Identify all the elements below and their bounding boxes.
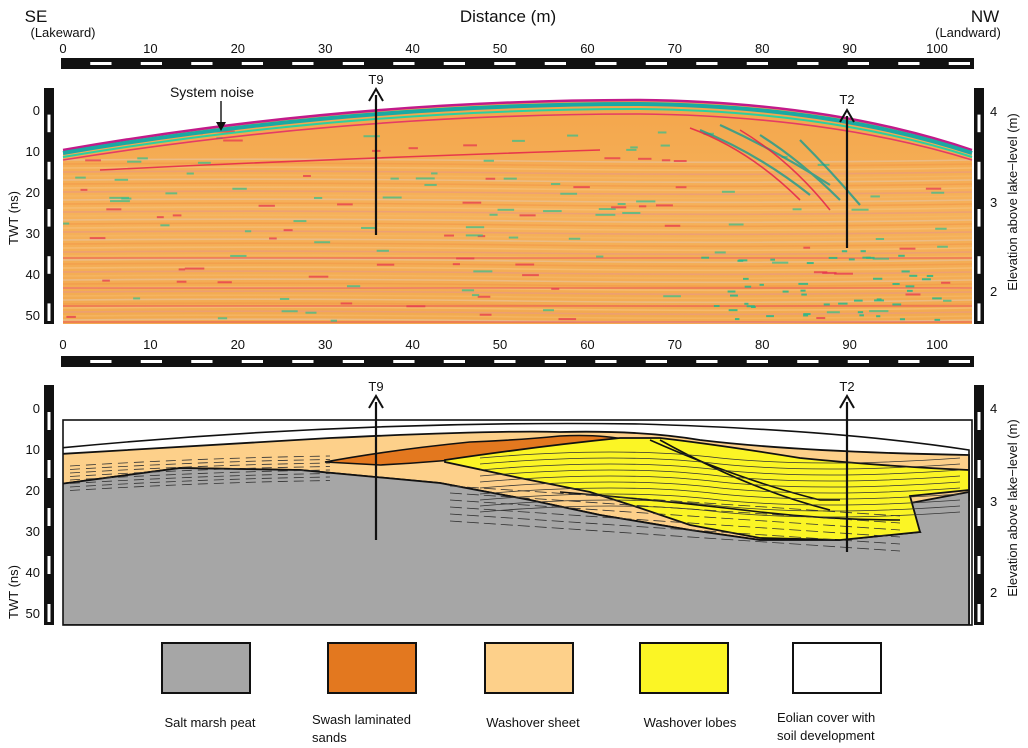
legend-label-eolian-line1: Eolian cover with [777, 710, 875, 725]
distance-scale-bar-top [61, 58, 974, 69]
lakeward-label: (Lakeward) [30, 25, 95, 40]
distance-tick-label: 30 [318, 41, 332, 56]
distance-scale-bar-middle [61, 356, 974, 367]
landward-label: (Landward) [935, 25, 1001, 40]
twt-tick-label: 50 [26, 606, 40, 621]
distance-tick-labels-middle: 0 10 20 30 40 50 60 70 80 90 100 [59, 337, 948, 352]
legend-swatch-swash-laminated-sands [327, 642, 417, 694]
legend-label-swash-line2: sands [312, 730, 347, 745]
surface-reflection-magenta [62, 98, 973, 152]
distance-tick-label: 100 [926, 337, 948, 352]
twt-tick-label: 40 [26, 565, 40, 580]
distance-tick-label: 50 [493, 41, 507, 56]
twt-scale-bottom: 0 10 20 30 40 50 [26, 385, 54, 625]
gpr-profile-panel: System noise T9 T2 [62, 72, 973, 324]
system-noise-label: System noise [170, 84, 254, 100]
twt-tick-label: 10 [26, 442, 40, 457]
trench-label-t9: T9 [368, 72, 383, 87]
distance-tick-label: 10 [143, 337, 157, 352]
twt-tick-label: 20 [26, 185, 40, 200]
distance-tick-label: 10 [143, 41, 157, 56]
distance-axis-title: Distance (m) [460, 7, 556, 26]
distance-tick-label: 80 [755, 41, 769, 56]
elevation-axis-label-bottom: Elevation above lake−level (m) [1005, 419, 1020, 596]
distance-tick-label: 70 [668, 41, 682, 56]
distance-tick-label: 50 [493, 337, 507, 352]
se-direction-label: SE [25, 7, 48, 26]
distance-tick-label: 80 [755, 337, 769, 352]
distance-tick-label: 30 [318, 337, 332, 352]
trench-label-t2: T2 [839, 92, 854, 107]
elevation-axis-label-top: Elevation above lake−level (m) [1005, 113, 1020, 290]
elevation-tick-label: 4 [990, 104, 997, 119]
twt-tick-label: 0 [33, 103, 40, 118]
elevation-tick-label: 2 [990, 585, 997, 600]
elevation-tick-label: 3 [990, 195, 997, 210]
lamination-lines [69, 451, 961, 552]
twt-tick-label: 20 [26, 483, 40, 498]
trench-label-t9-interp: T9 [368, 379, 383, 394]
distance-tick-label: 20 [231, 337, 245, 352]
interpretation-panel: T9 T2 [62, 379, 973, 626]
legend-label-salt-marsh-peat: Salt marsh peat [164, 715, 255, 730]
distance-tick-label: 40 [405, 41, 419, 56]
distance-tick-label: 20 [231, 41, 245, 56]
distance-tick-label: 40 [405, 337, 419, 352]
surface-reflection-green [62, 107, 973, 158]
twt-tick-label: 30 [26, 226, 40, 241]
distance-tick-label: 100 [926, 41, 948, 56]
distance-tick-label: 90 [842, 337, 856, 352]
twt-axis-label-bottom: TWT (ns) [6, 565, 21, 619]
twt-tick-label: 10 [26, 144, 40, 159]
elevation-scale-top: 4 3 2 [974, 88, 997, 324]
legend-label-washover-sheet: Washover sheet [486, 715, 580, 730]
legend-swatch-washover-lobes [639, 642, 729, 694]
twt-scale-top: 0 10 20 30 40 50 [26, 88, 54, 324]
elevation-tick-label: 3 [990, 494, 997, 509]
legend-swatch-washover-sheet [484, 642, 574, 694]
distance-tick-label: 60 [580, 337, 594, 352]
legend-swatch-eolian-cover [792, 642, 882, 694]
elevation-tick-label: 2 [990, 284, 997, 299]
legend-label-swash-line1: Swash laminated [312, 712, 411, 727]
distance-tick-label: 0 [59, 337, 66, 352]
distance-tick-label: 70 [668, 337, 682, 352]
distance-tick-label: 90 [842, 41, 856, 56]
legend-label-eolian-line2: soil development [777, 728, 875, 743]
salt-marsh-peat-unit [63, 467, 970, 625]
legend-swatch-salt-marsh-peat [161, 642, 251, 694]
washover-lobes-unit [444, 437, 970, 541]
legend-label-washover-lobes: Washover lobes [644, 715, 737, 730]
elevation-scale-bottom: 4 3 2 [974, 385, 997, 625]
twt-tick-label: 50 [26, 308, 40, 323]
twt-axis-label-top: TWT (ns) [6, 191, 21, 245]
nw-direction-label: NW [971, 7, 999, 26]
distance-tick-label: 0 [59, 41, 66, 56]
distance-tick-label: 60 [580, 41, 594, 56]
gpr-radargram [63, 100, 972, 324]
distance-tick-labels-top: 0 10 20 30 40 50 60 70 80 90 100 [59, 41, 948, 56]
surface-reflection-teal [62, 101, 973, 155]
dipping-reflectors [699, 123, 861, 206]
trench-label-t2-interp: T2 [839, 379, 854, 394]
legend: Salt marsh peat Swash laminated sands Wa… [161, 642, 882, 745]
twt-tick-label: 40 [26, 267, 40, 282]
twt-tick-label: 30 [26, 524, 40, 539]
elevation-tick-label: 4 [990, 401, 997, 416]
twt-tick-label: 0 [33, 401, 40, 416]
